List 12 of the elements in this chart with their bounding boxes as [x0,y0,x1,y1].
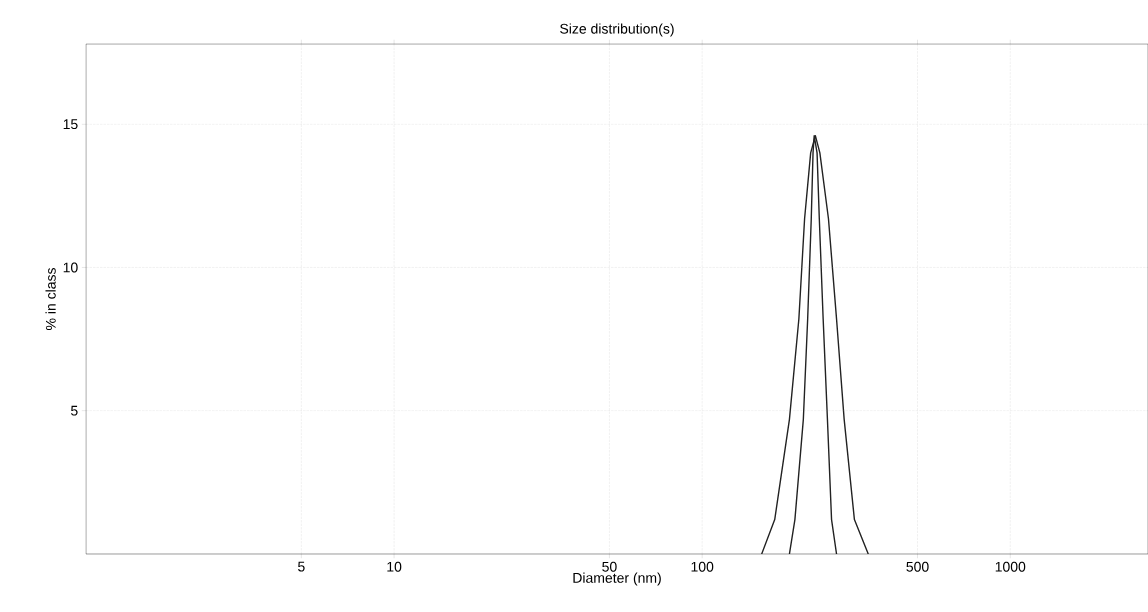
x-axis-title: Diameter (nm) [573,572,661,586]
y-axis-title: % in class [45,268,56,330]
y-tick-label: 5 [71,405,78,416]
x-tick-label: 50 [602,561,617,572]
y-tick-label: 15 [63,119,78,130]
x-tick-label: 1000 [995,561,1026,572]
x-tick-label: 500 [906,561,929,572]
x-tick-label: 100 [691,561,714,572]
x-tick-label: 5 [298,561,305,572]
y-tick-label: 10 [63,262,78,273]
x-tick-label: 10 [387,561,402,572]
chart-title: Size distribution(s) [560,23,674,37]
